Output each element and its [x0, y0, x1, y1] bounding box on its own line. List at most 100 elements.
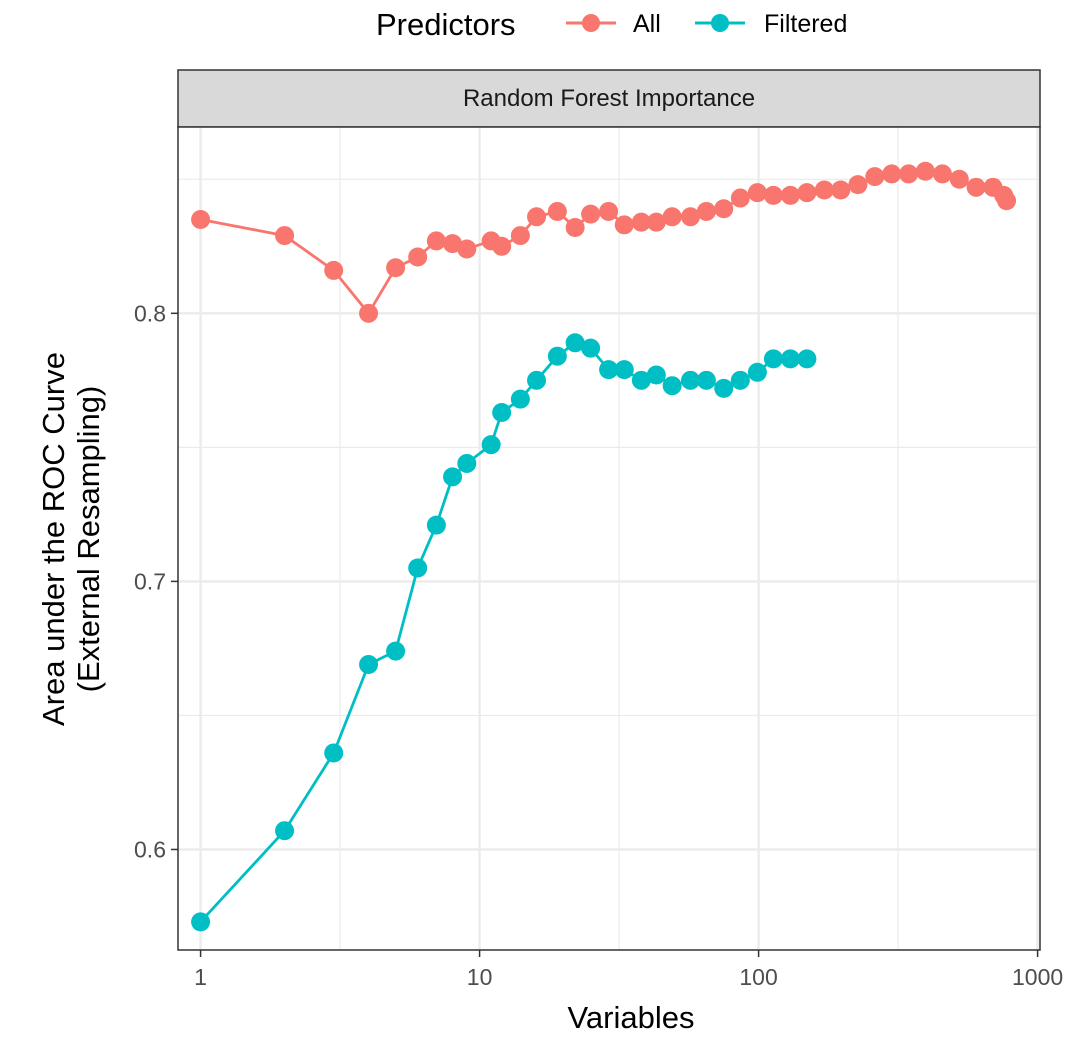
data-point-all — [747, 183, 767, 203]
data-point-filtered — [191, 912, 211, 932]
data-point-all — [443, 234, 463, 254]
data-point-filtered — [763, 349, 783, 369]
data-point-filtered — [797, 349, 817, 369]
data-point-filtered — [510, 389, 530, 409]
data-point-filtered — [680, 370, 700, 390]
series-layer — [191, 161, 1017, 932]
data-point-filtered — [780, 349, 800, 369]
data-point-all — [408, 247, 428, 267]
data-point-filtered — [547, 346, 567, 366]
x-tick-label: 10 — [467, 964, 493, 990]
x-tick-label: 100 — [739, 964, 777, 990]
data-point-all — [581, 204, 601, 224]
data-point-filtered — [646, 365, 666, 385]
y-axis: 0.6 0.7 0.8 — [134, 300, 178, 862]
y-tick-label: 0.6 — [134, 836, 166, 862]
data-point-all — [865, 167, 885, 187]
data-point-filtered — [631, 370, 651, 390]
data-point-filtered — [426, 515, 446, 535]
data-point-all — [426, 231, 446, 251]
data-point-filtered — [481, 435, 501, 455]
data-point-all — [565, 218, 585, 238]
data-point-filtered — [492, 403, 512, 423]
data-point-all — [714, 199, 734, 219]
data-point-filtered — [443, 467, 463, 487]
data-point-all — [730, 188, 750, 208]
data-point-filtered — [275, 821, 295, 841]
data-point-filtered — [408, 558, 428, 578]
data-point-all — [547, 201, 567, 221]
y-tick-label: 0.7 — [134, 568, 166, 594]
y-axis-title-line2: (External Resampling) — [71, 386, 106, 693]
series-all — [191, 161, 1017, 323]
facet-strip: Random Forest Importance — [177, 69, 1041, 128]
x-tick-label: 1000 — [1012, 964, 1063, 990]
data-point-all — [324, 260, 344, 280]
plot-panel — [178, 127, 1040, 950]
data-point-all — [814, 180, 834, 200]
data-point-filtered — [565, 333, 585, 353]
data-point-filtered — [614, 360, 634, 380]
data-point-all — [386, 258, 406, 278]
legend-item-filtered: Filtered — [695, 10, 847, 38]
legend-label-filtered: Filtered — [764, 10, 847, 38]
x-axis-title: Variables — [568, 1000, 695, 1035]
grid-minor — [178, 127, 1040, 950]
data-point-all — [680, 207, 700, 227]
data-point-filtered — [730, 370, 750, 390]
data-point-all — [966, 177, 986, 197]
data-point-all — [780, 185, 800, 205]
data-point-all — [831, 180, 851, 200]
y-axis-title: Area under the ROC Curve (External Resam… — [36, 352, 106, 726]
data-point-all — [763, 185, 783, 205]
data-point-all — [848, 175, 868, 195]
y-axis-title-line1: Area under the ROC Curve — [36, 352, 71, 726]
data-point-filtered — [714, 378, 734, 398]
data-point-filtered — [747, 362, 767, 382]
legend-item-all: All — [566, 10, 661, 38]
data-point-filtered — [457, 453, 477, 473]
data-point-filtered — [324, 743, 344, 763]
data-point-filtered — [581, 338, 601, 358]
plot-panel-border — [177, 126, 1041, 951]
x-axis: 1 10 100 1000 — [194, 950, 1063, 990]
data-point-all — [599, 201, 619, 221]
data-point-all — [899, 164, 919, 184]
legend-title: Predictors — [376, 7, 516, 42]
data-point-filtered — [662, 376, 682, 396]
data-point-filtered — [527, 370, 547, 390]
facet-strip-background — [177, 69, 1041, 128]
grid-major — [178, 127, 1040, 950]
facet-strip-label: Random Forest Importance — [463, 85, 755, 112]
data-point-all — [882, 164, 902, 184]
data-point-all — [457, 239, 477, 259]
data-point-all — [631, 212, 651, 232]
legend-key-point-all — [582, 14, 600, 32]
data-point-all — [949, 169, 969, 189]
data-point-filtered — [359, 654, 379, 674]
data-point-all — [191, 209, 211, 229]
legend-key-point-filtered — [711, 14, 729, 32]
data-point-all — [696, 201, 716, 221]
data-point-all — [275, 226, 295, 246]
x-tick-label: 1 — [194, 964, 207, 990]
data-point-all — [359, 303, 379, 323]
data-point-filtered — [599, 360, 619, 380]
data-point-filtered — [386, 641, 406, 661]
data-point-all — [915, 161, 935, 181]
data-point-all — [662, 207, 682, 227]
data-point-all — [646, 212, 666, 232]
legend-label-all: All — [633, 10, 661, 38]
data-point-all — [997, 191, 1017, 211]
data-point-all — [614, 215, 634, 235]
y-tick-label: 0.8 — [134, 300, 166, 326]
data-point-all — [492, 236, 512, 256]
data-point-all — [932, 164, 952, 184]
legend: Predictors All Filtered — [376, 7, 847, 42]
data-point-all — [510, 226, 530, 246]
data-point-all — [527, 207, 547, 227]
series-filtered — [191, 333, 817, 932]
data-point-filtered — [696, 370, 716, 390]
data-point-all — [797, 183, 817, 203]
